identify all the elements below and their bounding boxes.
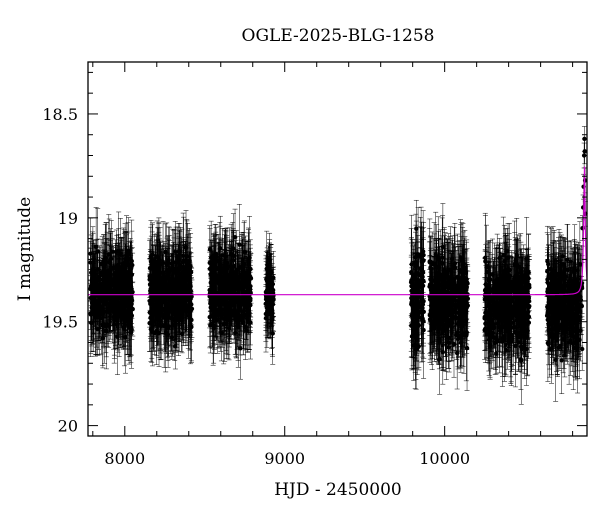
y-tick-label: 19 xyxy=(58,209,78,228)
data-point xyxy=(128,301,134,364)
x-axis-label: HJD - 2450000 xyxy=(274,480,402,500)
data-point xyxy=(101,242,107,291)
data-point xyxy=(122,288,128,338)
y-tick-label: 20 xyxy=(58,417,78,436)
x-tick-label: 10000 xyxy=(419,449,470,468)
data-point xyxy=(104,305,110,344)
x-tick-label: 8000 xyxy=(104,449,145,468)
data-point xyxy=(125,255,131,310)
y-tick-label: 18.5 xyxy=(42,105,78,124)
y-tick-label: 19.5 xyxy=(42,313,78,332)
data-point xyxy=(98,260,104,340)
data-point xyxy=(90,258,96,344)
data-point xyxy=(93,261,99,324)
data-point xyxy=(103,222,109,294)
data-point xyxy=(111,284,117,350)
chart-title: OGLE-2025-BLG-1258 xyxy=(242,26,435,46)
data-point xyxy=(580,215,586,241)
y-axis-label: I magnitude xyxy=(15,197,35,301)
data-points-layer xyxy=(87,126,588,405)
data-point xyxy=(115,270,121,315)
data-point xyxy=(109,282,115,323)
data-point xyxy=(117,265,123,348)
data-point xyxy=(106,218,112,306)
data-point xyxy=(112,292,118,349)
data-point xyxy=(118,269,124,324)
x-tick-label: 9000 xyxy=(264,449,305,468)
